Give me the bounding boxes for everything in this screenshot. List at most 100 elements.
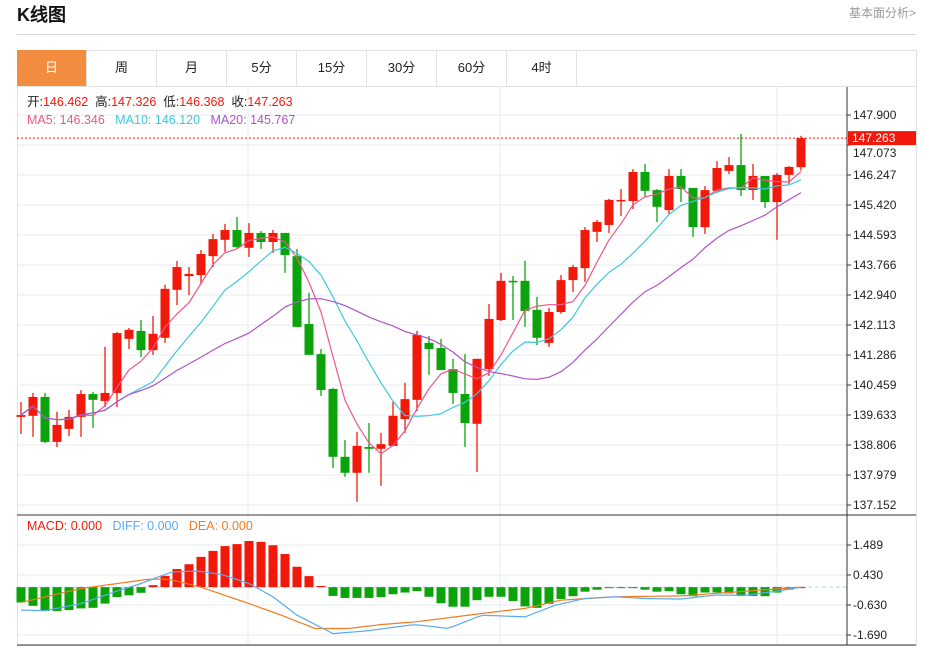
macd-bar-positive [184, 564, 194, 588]
open-value: 146.462 [42, 95, 89, 109]
price-tick-label: 141.286 [853, 348, 897, 362]
macd-bar-negative [676, 587, 686, 595]
macd-bar-negative [136, 587, 146, 593]
candle-up [664, 175, 674, 211]
candle-up [484, 318, 494, 370]
macd-bar-negative [604, 587, 614, 589]
macd-legend: MACD: 0.000 DIFF: 0.000 DEA: 0.000 [27, 519, 253, 534]
high-label: 高: [95, 95, 112, 109]
macd-bar-negative [652, 587, 662, 592]
price-tick-label: 145.420 [853, 198, 897, 212]
ma10-value: MA10: 146.120 [115, 113, 201, 127]
candle-down [88, 394, 98, 400]
price-tick-label: 146.247 [853, 168, 897, 182]
macd-bar-negative [88, 587, 98, 608]
candle-up [580, 230, 590, 269]
period-tabs: 日 周 月 5分 15分 30分 60分 4时 [17, 50, 916, 87]
diff-line [20, 570, 802, 635]
candle-up [712, 167, 722, 191]
tab-5min[interactable]: 5分 [227, 50, 297, 86]
candle-up [748, 175, 758, 191]
macd-bar-negative [520, 587, 530, 607]
close-label: 收: [231, 95, 248, 109]
candle-down [640, 171, 650, 191]
macd-bar-negative [112, 587, 122, 598]
macd-bar-negative [544, 587, 554, 604]
candle-down [232, 230, 242, 248]
macd-bar-negative [628, 587, 638, 589]
macd-bar-negative [76, 587, 86, 609]
macd-bar-negative [700, 587, 710, 593]
tab-week[interactable]: 周 [87, 50, 157, 86]
candle-up [796, 138, 806, 168]
ma20-value: MA20: 145.767 [210, 113, 296, 127]
tab-30min[interactable]: 30分 [367, 50, 437, 86]
candle-down [328, 388, 338, 457]
price-tick-label: 140.459 [853, 378, 897, 392]
macd-bar-positive [148, 585, 158, 588]
macd-bar-negative [532, 587, 542, 608]
macd-bar-negative [472, 587, 482, 601]
candle-down [520, 280, 530, 311]
candle-up [784, 166, 794, 175]
candle-up [388, 415, 398, 446]
candle-down [364, 447, 374, 449]
candle-up [400, 399, 410, 420]
macd-bar-negative [448, 587, 458, 607]
macd-bar-negative [364, 587, 374, 598]
macd-bar-negative [16, 587, 26, 603]
ma5-value: MA5: 146.346 [27, 113, 105, 127]
candle-down [40, 396, 50, 442]
price-tick-label: 143.766 [853, 258, 897, 272]
candle-down [304, 324, 314, 355]
macd-bar-negative [40, 587, 50, 611]
candle-up [352, 445, 362, 473]
macd-bar-positive [244, 541, 254, 588]
candle-up [616, 199, 626, 202]
last-price-badge [848, 131, 916, 146]
ma5-line [20, 171, 802, 455]
candle-up [76, 394, 86, 417]
macd-bar-positive [316, 586, 326, 588]
macd-bar-positive [304, 576, 314, 588]
fundamental-analysis-link[interactable]: 基本面分析> [848, 6, 916, 20]
close-value: 147.263 [247, 95, 293, 109]
tab-4hour[interactable]: 4时 [507, 50, 577, 86]
tab-15min[interactable]: 15分 [297, 50, 367, 86]
tab-60min[interactable]: 60分 [437, 50, 507, 86]
macd-bar-negative [712, 587, 722, 593]
candle-down [280, 232, 290, 256]
macd-bar-negative [460, 587, 470, 607]
macd-bar-negative [772, 587, 782, 593]
dea-value: DEA: 0.000 [188, 519, 253, 533]
candle-up [220, 230, 230, 240]
candle-up [592, 222, 602, 232]
candle-down [460, 394, 470, 424]
dea-line [20, 578, 802, 630]
candle-down [688, 187, 698, 228]
macd-tick-label: -1.690 [853, 628, 887, 642]
macd-bar-positive [208, 550, 218, 588]
macd-bar-positive [220, 546, 230, 588]
candle-up [112, 333, 122, 393]
macd-bar-negative [340, 587, 350, 598]
tab-day[interactable]: 日 [17, 50, 87, 86]
candle-up [568, 267, 578, 281]
tab-month[interactable]: 月 [157, 50, 227, 86]
macd-bar-negative [580, 587, 590, 592]
candle-up [100, 392, 110, 401]
macd-bar-negative [724, 587, 734, 594]
macd-tick-label: 1.489 [853, 538, 883, 552]
macd-bar-negative [640, 587, 650, 590]
candle-up [64, 416, 74, 429]
macd-bar-negative [388, 587, 398, 595]
macd-bar-positive [280, 554, 290, 588]
candle-up [16, 415, 26, 417]
macd-bar-negative [592, 587, 602, 590]
candle-down [316, 354, 326, 391]
ohlc-legend: 开:146.462 高:147.326 低:146.368 收:147.263 [27, 95, 293, 110]
candle-up [472, 358, 482, 424]
macd-bar-negative [412, 587, 422, 592]
macd-bar-negative [328, 587, 338, 596]
